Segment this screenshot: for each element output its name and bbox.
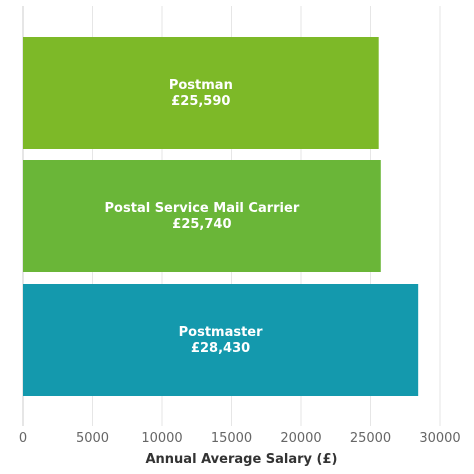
bar-1 <box>23 160 381 272</box>
bar-category-label-1: Postal Service Mail Carrier <box>105 201 300 216</box>
bar-value-label-2: £28,430 <box>191 341 250 356</box>
bar-value-label-1: £25,740 <box>172 217 231 232</box>
bar-category-label-2: Postmaster <box>179 325 263 340</box>
x-tick-label-1: 5000 <box>76 431 109 446</box>
x-tick-label-4: 20000 <box>280 431 321 446</box>
bar-0 <box>23 37 379 149</box>
x-tick-label-0: 0 <box>19 431 27 446</box>
bar-2 <box>23 284 419 396</box>
x-tick-label-2: 10000 <box>141 431 182 446</box>
x-axis-label: Annual Average Salary (£) <box>145 452 337 467</box>
bar-value-label-0: £25,590 <box>171 94 230 109</box>
x-tick-label-3: 15000 <box>211 431 252 446</box>
bar-category-label-0: Postman <box>169 78 233 93</box>
x-tick-label-6: 30000 <box>419 431 460 446</box>
bars: Postman£25,590 Postal Service Mail Carrie… <box>23 37 419 396</box>
x-axis-ticks: 0 5000 10000 15000 20000 25000 30000 <box>19 431 461 446</box>
x-tick-label-5: 25000 <box>350 431 391 446</box>
